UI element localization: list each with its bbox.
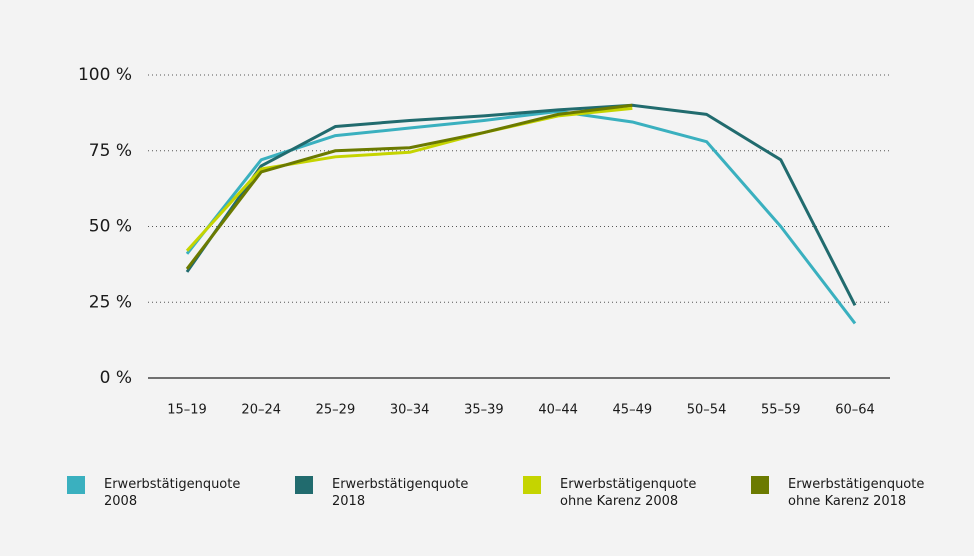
- y-tick-label: 50 %: [89, 217, 132, 237]
- legend-swatch: [523, 476, 541, 494]
- legend-label: Erwerbstätigenquote ohne Karenz 2018: [788, 477, 925, 509]
- y-tick-label: 25 %: [89, 292, 132, 312]
- series-line: [185, 103, 857, 306]
- y-tick-label: 0 %: [100, 368, 132, 388]
- x-tick-label: 35–39: [464, 403, 504, 418]
- legend-item: Erwerbstätigenquote 2018: [295, 476, 482, 510]
- x-tick-label: 20–24: [241, 403, 281, 418]
- x-tick-label: 30–34: [390, 403, 430, 418]
- legend-label: Erwerbstätigenquote 2018: [332, 477, 469, 509]
- legend-swatch: [751, 476, 769, 494]
- legend-swatch: [67, 476, 85, 494]
- x-tick-label: 55–59: [761, 403, 801, 418]
- y-tick-label: 100 %: [78, 65, 132, 85]
- x-tick-label: 15–19: [167, 403, 207, 418]
- x-tick-label: 50–54: [687, 403, 727, 418]
- series-line: [185, 103, 633, 270]
- y-tick-label: 75 %: [89, 141, 132, 161]
- x-tick-label: 40–44: [538, 403, 578, 418]
- x-tick-label: 25–29: [316, 403, 356, 418]
- x-tick-label: 60–64: [835, 403, 875, 418]
- legend-swatch: [295, 476, 313, 494]
- legend-item: Erwerbstätigenquote ohne Karenz 2008: [523, 476, 710, 510]
- x-tick-label: 45–49: [613, 403, 653, 418]
- legend-label: Erwerbstätigenquote ohne Karenz 2008: [560, 477, 697, 509]
- legend-item: Erwerbstätigenquote 2008: [67, 476, 254, 510]
- legend-item: Erwerbstätigenquote ohne Karenz 2018: [751, 476, 938, 510]
- legend-label: Erwerbstätigenquote 2008: [104, 477, 241, 509]
- plot: 0 % 25 % 50 % 75 % 100 % 15–19 20–24 25–29 30–34…: [78, 65, 890, 418]
